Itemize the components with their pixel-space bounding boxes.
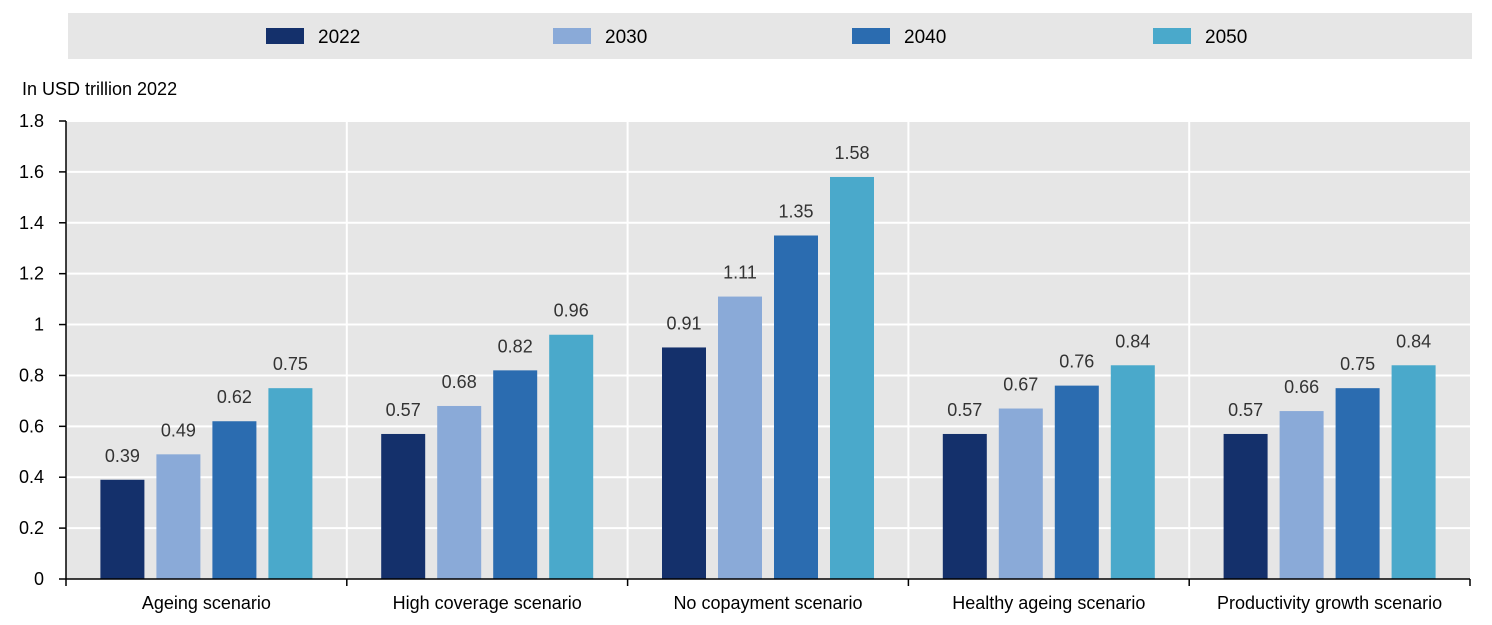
x-axis: Ageing scenario High coverage scenario No … [65, 578, 1471, 613]
y-tick-label: 1.4 [19, 213, 44, 233]
bar-2030-3 [718, 296, 762, 579]
legend-label: 2040 [904, 27, 946, 48]
data-label: 0.57 [947, 400, 982, 420]
legend-label: 2030 [605, 27, 647, 48]
bar-2030-1 [156, 454, 201, 579]
y-axis: 0 0.2 0.4 0.6 0.8 1 1.2 1.4 1.6 1.8 [19, 111, 67, 589]
legend-swatch-2040 [852, 28, 890, 44]
bars [100, 176, 1436, 579]
data-label: 0.84 [1396, 331, 1431, 351]
data-label: 0.57 [386, 400, 421, 420]
bar-2040-1 [212, 421, 257, 579]
bar-2050-5 [1391, 365, 1436, 579]
bar-2040-5 [1335, 388, 1380, 579]
category-label: No copayment scenario [673, 593, 862, 613]
y-tick-label: 0.2 [19, 518, 44, 538]
bar-2030-5 [1279, 411, 1324, 579]
data-label: 0.67 [1003, 375, 1038, 395]
bar-2040-4 [1054, 385, 1099, 579]
data-label: 0.82 [498, 336, 533, 356]
data-label: 1.35 [778, 202, 813, 222]
bar-2040-2 [493, 370, 538, 579]
data-label: 0.76 [1059, 352, 1094, 372]
bar-2030-4 [998, 408, 1043, 579]
legend-swatch-2022 [266, 28, 304, 44]
data-label: 0.75 [1340, 354, 1375, 374]
bar-2040-3 [774, 235, 818, 579]
bar-2030-2 [437, 405, 482, 579]
bar-2022-1 [100, 479, 145, 579]
data-labels: 0.39 0.49 0.62 0.75 0.57 0.68 0.82 0.96 0.91 1.11… [105, 143, 1431, 466]
y-tick-label: 1.8 [19, 111, 44, 131]
bar-2022-3 [662, 347, 706, 579]
category-label: Ageing scenario [142, 593, 271, 613]
bar-2022-4 [942, 433, 987, 579]
data-label: 0.91 [666, 313, 701, 333]
data-label: 0.68 [442, 372, 477, 392]
category-label: Healthy ageing scenario [952, 593, 1145, 613]
y-tick-label: 0 [34, 569, 44, 589]
legend-label: 2050 [1205, 27, 1247, 48]
data-label: 0.75 [273, 354, 308, 374]
data-label: 0.96 [554, 301, 589, 321]
bar-2050-2 [549, 334, 594, 579]
bar-2022-2 [381, 433, 426, 579]
y-tick-label: 1 [34, 315, 44, 335]
y-tick-label: 0.8 [19, 365, 44, 385]
y-axis-unit-label: In USD trillion 2022 [22, 79, 177, 99]
legend: 2022 2030 2040 2050 [266, 27, 1247, 48]
y-tick-label: 0.4 [19, 467, 44, 487]
data-label: 0.84 [1115, 331, 1150, 351]
data-label: 0.66 [1284, 377, 1319, 397]
data-label: 0.49 [161, 420, 196, 440]
bar-2022-5 [1223, 433, 1268, 579]
y-tick-label: 1.6 [19, 162, 44, 182]
legend-label: 2022 [318, 27, 360, 48]
category-label: Productivity growth scenario [1217, 593, 1442, 613]
data-label: 0.62 [217, 387, 252, 407]
legend-swatch-2030 [553, 28, 591, 44]
bar-2050-4 [1110, 365, 1155, 579]
bar-2050-3 [830, 176, 874, 579]
y-tick-label: 0.6 [19, 416, 44, 436]
bar-2050-1 [268, 388, 313, 579]
data-label: 0.39 [105, 446, 140, 466]
data-label: 0.57 [1228, 400, 1263, 420]
category-label: High coverage scenario [393, 593, 582, 613]
data-label: 1.58 [834, 143, 869, 163]
legend-swatch-2050 [1153, 28, 1191, 44]
y-tick-label: 1.2 [19, 264, 44, 284]
data-label: 1.11 [723, 263, 757, 283]
